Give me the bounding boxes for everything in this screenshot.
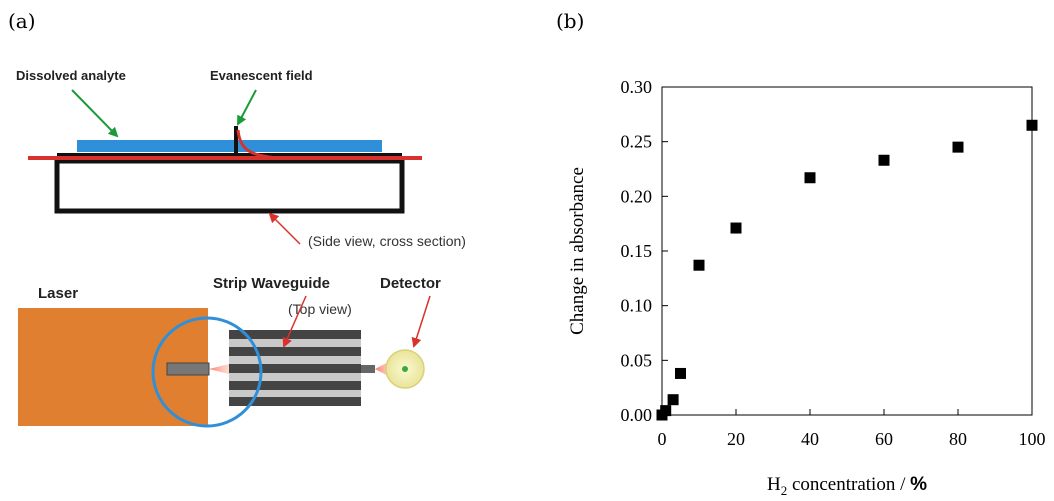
- data-point: [667, 394, 679, 406]
- absorbance-chart: 0.00 0.05 0.10 0.15 0.20 0.25 0.30 0 20 40 60 80 10…: [567, 77, 1046, 498]
- data-points: [656, 119, 1038, 421]
- y-tick-label: 0.20: [621, 186, 653, 206]
- waveguide-strips: [229, 330, 361, 406]
- top-view-caption: (Top view): [288, 301, 352, 317]
- panel-label-a: (a): [8, 9, 36, 33]
- side-view-caption: (Side view, cross section): [308, 233, 466, 249]
- evanescent-field-curve: [236, 129, 281, 160]
- y-tick-label: 0.25: [621, 132, 653, 152]
- detector-coupler: [361, 365, 375, 373]
- data-point: [952, 141, 964, 153]
- data-point: [675, 367, 686, 379]
- evanescent-field-marker: [234, 126, 238, 156]
- y-tick-label: 0.05: [621, 350, 653, 370]
- x-tick-label: 80: [949, 429, 967, 449]
- x-tick-label: 20: [727, 429, 745, 449]
- x-axis-title-text: concentration /: [787, 474, 910, 495]
- zoom-circle: [151, 316, 263, 428]
- side-view-arrow: [268, 212, 301, 245]
- detector-label: Detector: [380, 275, 441, 292]
- dissolved-analyte-label: Dissolved analyte: [16, 68, 126, 83]
- x-axis-title-unit: %: [910, 474, 927, 495]
- analyte-arrow: [71, 89, 119, 138]
- data-point: [730, 222, 742, 234]
- laser-label: Laser: [38, 285, 78, 302]
- waveguide-arrow: [282, 295, 307, 348]
- x-axis: 0 20 40 60 80 100: [658, 409, 1046, 449]
- x-tick-label: 0: [658, 429, 667, 449]
- x-axis-title-subscript: 2: [781, 483, 788, 498]
- substrate-frame: [54, 158, 405, 214]
- laser-beam: [209, 364, 229, 374]
- data-point: [804, 172, 816, 184]
- y-tick-label: 0.00: [621, 405, 653, 425]
- x-axis-title-h: H: [767, 474, 781, 495]
- field-arrow: [237, 89, 257, 126]
- data-point: [693, 259, 705, 271]
- x-axis-title: H2 concentration / %: [767, 474, 927, 498]
- data-point: [878, 154, 890, 166]
- detector-center: [402, 366, 408, 372]
- data-point: [660, 405, 672, 417]
- y-axis: 0.00 0.05 0.10 0.15 0.20 0.25 0.30: [621, 77, 668, 425]
- analyte-layer: [77, 140, 382, 152]
- detector-arrow: [411, 295, 431, 348]
- y-tick-label: 0.10: [621, 296, 653, 316]
- evanescent-field-label: Evanescent field: [210, 68, 313, 83]
- x-tick-label: 60: [875, 429, 893, 449]
- sensor-schematic: Dissolved analyte Evanescent field (Side…: [16, 68, 466, 428]
- x-tick-label: 40: [801, 429, 819, 449]
- strip-waveguide-label: Strip Waveguide: [213, 275, 330, 292]
- panel-label-b: (b): [556, 9, 584, 33]
- x-tick-label: 100: [1019, 429, 1046, 449]
- y-tick-label: 0.15: [621, 241, 653, 261]
- data-point: [1026, 119, 1038, 131]
- y-axis-title: Change in absorbance: [567, 167, 588, 335]
- plot-frame: [661, 86, 1033, 416]
- laser-output: [166, 362, 210, 376]
- y-tick-label: 0.30: [621, 77, 653, 97]
